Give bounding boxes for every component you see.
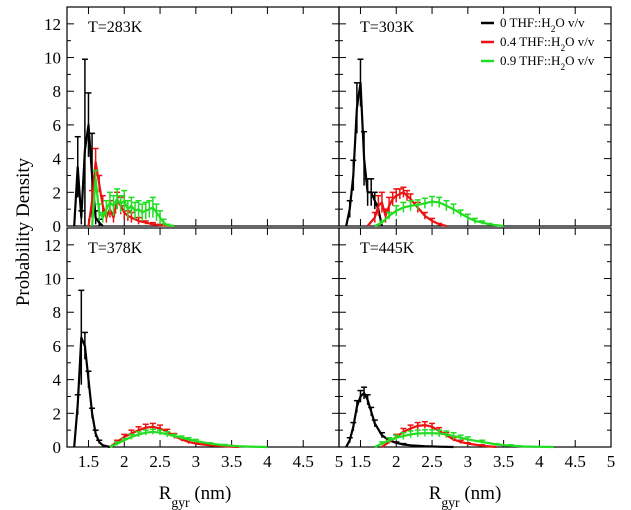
panels-group: 0 2 4 6 8 10 12 T=283K T=303K 0 2 4 6 8 10 12 1.5 2 2.5 3 3.… [44,6,616,471]
series-line [109,425,239,449]
y-tick-label: 12 [44,15,61,34]
panel-title: T=303K [360,19,415,36]
panel-frame [338,227,612,448]
x-tick-label: 2 [392,452,401,471]
panel-3: 0 2 4 6 8 10 12 1.5 2 2.5 3 3.5 4 4.5 5 T=378K [44,227,344,471]
x-tick-label: 5 [335,452,344,471]
y-tick-label: 12 [44,236,61,255]
x-axis-label-right: Rgyr (nm) [429,483,502,510]
y-tick-label: 10 [44,49,61,68]
y-tick-label: 2 [53,183,62,202]
y-tick-label: 8 [53,82,62,101]
y-tick-label: 4 [53,371,62,390]
series-3 [91,169,175,228]
x-tick-label: 3.5 [221,452,242,471]
x-tick-label: 3.5 [493,452,514,471]
panel-frame [66,227,340,448]
x-tick-label: 4.5 [565,452,586,471]
x-axis-label-left: Rgyr (nm) [159,483,232,510]
x-tick-label: 3 [464,452,473,471]
series-3 [374,195,504,228]
y-tick-label: 10 [44,270,61,289]
x-tick-label: 2.5 [421,452,442,471]
panel-title: T=283K [88,19,143,36]
x-tick-label: 1.5 [350,452,371,471]
panel-frame [66,6,340,227]
x-tick-label: 4 [263,452,272,471]
x-tick-label: 2 [120,452,129,471]
series-line [109,430,268,449]
panel-4: 1.5 2 2.5 3 3.5 4 4.5 5 T=445K [338,227,616,471]
panel-1: 0 2 4 6 8 10 12 T=283K [44,6,340,236]
series-2 [366,186,447,228]
y-tick-label: 6 [53,116,62,135]
series-3 [374,429,554,449]
series-1 [345,386,454,449]
y-tick-label: 6 [53,337,62,356]
series-1 [345,58,383,227]
y-tick-label: 0 [53,217,62,236]
y-tick-label: 2 [53,404,62,423]
panel-title: T=378K [88,240,143,257]
x-tick-label: 1.5 [78,452,99,471]
panel-title: T=445K [360,240,415,257]
series-line [73,336,111,449]
y-axis-label: Probability Density [13,157,34,306]
y-tick-label: 8 [53,303,62,322]
x-tick-label: 2.5 [149,452,170,471]
x-tick-label: 4 [535,452,544,471]
x-tick-label: 4.5 [293,452,314,471]
legend-entry: 0 THF::H2O v/v [500,15,585,35]
series-3 [109,428,268,449]
y-tick-label: 4 [53,150,62,169]
panel-2: T=303K [338,6,612,228]
x-tick-label: 5 [607,452,616,471]
series-1 [73,289,111,449]
x-tick-label: 3 [192,452,201,471]
legend-entry: 0.4 THF::H2O v/v [500,34,595,54]
legend: 0 THF::H2O v/v0.4 THF::H2O v/v0.9 THF::H… [481,15,595,73]
panel-frame [338,6,612,227]
legend-entry: 0.9 THF::H2O v/v [500,53,595,73]
series-line [345,392,454,449]
y-tick-label: 0 [53,438,62,457]
